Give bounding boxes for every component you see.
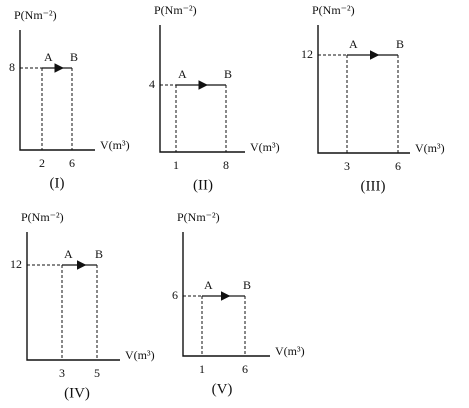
y-axis-label: P(Nm⁻²) [154, 3, 197, 17]
volume-label: 3 [344, 159, 350, 173]
caption: (II) [193, 177, 213, 193]
point-label: B [224, 67, 232, 81]
axes [182, 232, 270, 357]
point-label: B [243, 278, 251, 292]
volume-label: 2 [39, 156, 45, 170]
axes [317, 25, 410, 154]
caption: (V) [212, 381, 233, 397]
caption: (I) [50, 175, 65, 191]
point-label: B [396, 37, 404, 51]
axes [26, 232, 120, 361]
volume-label: 6 [395, 159, 401, 173]
pressure-label: 4 [149, 77, 155, 91]
pressure-label: 8 [9, 60, 15, 74]
pressure-label: 12 [301, 47, 313, 61]
point-label: A [64, 247, 73, 261]
caption: (IV) [64, 385, 90, 401]
volume-label: 3 [59, 366, 65, 380]
point-label: B [95, 247, 103, 261]
point-label: A [349, 37, 358, 51]
volume-label: 8 [223, 158, 229, 172]
pressure-label: 12 [10, 257, 22, 271]
y-axis-label: P(Nm⁻²) [21, 210, 64, 224]
point-label: A [44, 50, 53, 64]
caption: (III) [361, 178, 386, 194]
volume-label: 6 [69, 156, 75, 170]
axes [19, 30, 95, 151]
volume-label: 1 [173, 158, 179, 172]
volume-label: 1 [199, 362, 205, 376]
pressure-label: 6 [172, 288, 178, 302]
x-axis-label: V(m³) [125, 348, 155, 362]
x-axis-label: V(m³) [275, 344, 305, 358]
y-axis-label: P(Nm⁻²) [312, 3, 355, 17]
y-axis-label: P(Nm⁻²) [14, 8, 57, 22]
point-label: A [204, 278, 213, 292]
volume-label: 6 [242, 362, 248, 376]
volume-label: 5 [94, 366, 100, 380]
x-axis-label: V(m³) [100, 138, 130, 152]
x-axis-label: V(m³) [250, 140, 280, 154]
axes [159, 25, 245, 153]
point-label: A [178, 67, 187, 81]
y-axis-label: P(Nm⁻²) [177, 210, 220, 224]
x-axis-label: V(m³) [415, 141, 445, 155]
point-label: B [70, 50, 78, 64]
